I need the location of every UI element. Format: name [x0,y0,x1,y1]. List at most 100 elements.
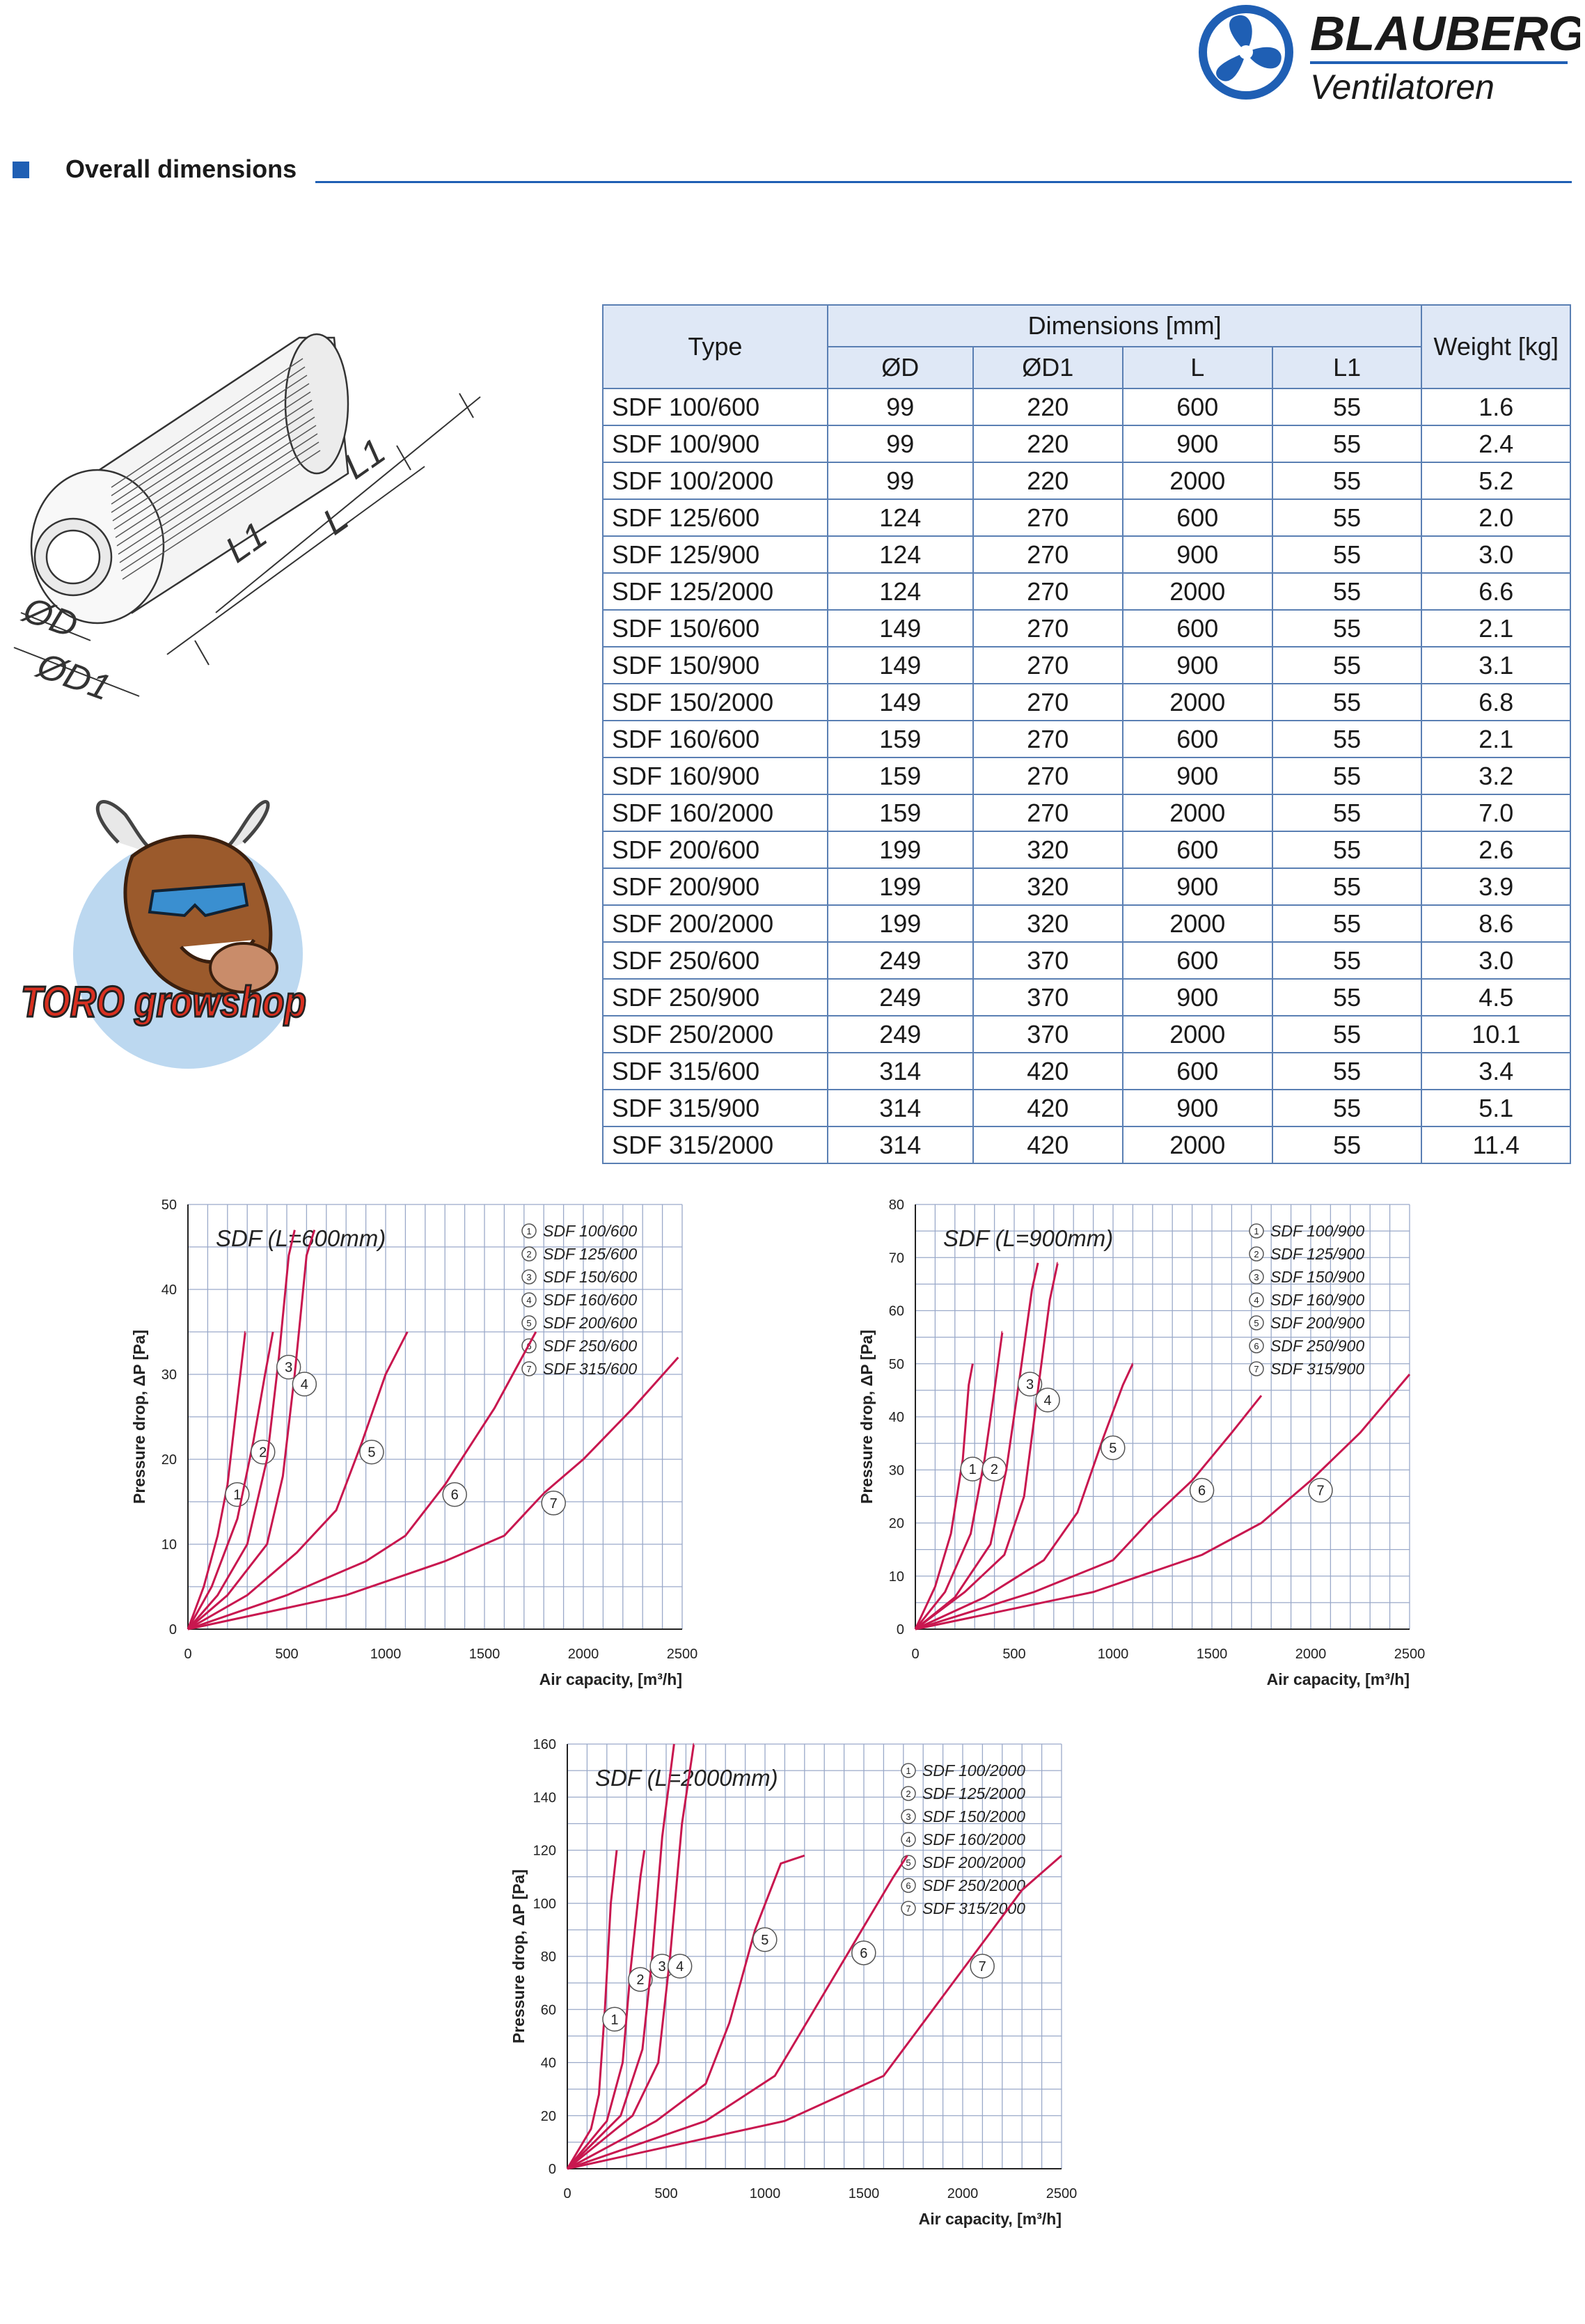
cell-l: 900 [1121,535,1273,574]
series-label: 2 [636,1972,644,1988]
table-row: SDF 315/900 314 420 900 55 5.1 [602,1089,1571,1127]
legend-entry: SDF 200/900 [1270,1314,1364,1332]
x-tick-label: 2500 [1394,1647,1426,1662]
cell-l1: 55 [1271,904,1423,943]
cell-l: 900 [1121,1089,1273,1127]
cell-weight: 3.1 [1421,646,1571,684]
series-line-6 [567,1855,908,2170]
cell-l1: 55 [1271,1015,1423,1053]
legend-marker [901,1878,916,1893]
series-line-6 [187,1331,537,1631]
cell-l1: 55 [1271,831,1423,869]
chart-sdf-900: 0 500 1000 1500 2000 2500 0 10 20 30 40 50 60 70 80 Air… [846,1191,1451,1713]
x-tick-label: 500 [654,2186,677,2201]
legend-entry: SDF 250/2000 [922,1876,1025,1894]
table-header-row: Type Dimensions [mm] Weight [kg] [602,304,1571,389]
y-tick-label: 120 [533,1844,556,1859]
cell-type: SDF 160/2000 [602,794,828,832]
table-row: SDF 315/2000 314 420 2000 55 11.4 [602,1126,1571,1164]
cell-weight: 2.6 [1421,831,1571,869]
legend-marker [1249,1361,1264,1376]
series-line-4 [915,1262,1059,1631]
header-dimensions: Dimensions [mm] [826,304,1423,347]
cell-weight: 11.4 [1421,1126,1571,1164]
series-line-5 [567,1854,805,2170]
table-row: SDF 125/600 124 270 600 55 2.0 [602,498,1571,537]
series-label: 1 [969,1462,977,1477]
legend-entry: SDF 250/900 [1270,1337,1364,1355]
series-label: 5 [761,1933,768,1948]
series-label: 6 [860,1946,867,1961]
cell-d1: 270 [972,794,1123,832]
legend-marker-number: 2 [1254,1249,1259,1259]
legend-entry: SDF 160/600 [543,1291,637,1309]
cell-type: SDF 200/600 [602,831,828,869]
x-tick-label: 2500 [667,1647,698,1662]
cell-l: 2000 [1121,1126,1273,1164]
series-label-circle [667,1954,693,1979]
legend-entry: SDF 150/900 [1270,1268,1364,1286]
series-line-3 [187,1230,296,1630]
cell-weight: 5.1 [1421,1089,1571,1127]
y-tick-label: 80 [889,1198,904,1213]
mascot-logo-text: TORO growshop [21,978,306,1026]
y-tick-label: 10 [889,1569,904,1585]
y-tick-label: 40 [541,2056,556,2071]
cell-type: SDF 125/600 [602,498,828,537]
cell-d1: 370 [972,941,1123,980]
series-line-1 [187,1331,246,1630]
series-label-circle [628,1967,653,1992]
series-line-5 [187,1331,409,1631]
series-label: 6 [451,1488,459,1503]
x-tick-label: 1000 [1098,1647,1129,1662]
y-tick-label: 60 [541,2002,556,2018]
table-row: SDF 200/600 199 320 600 55 2.6 [602,831,1571,869]
series-label-circle [292,1372,317,1397]
cell-l1: 55 [1271,720,1423,758]
cell-weight: 8.6 [1421,904,1571,943]
cell-d1: 270 [972,535,1123,574]
cell-weight: 6.8 [1421,683,1571,721]
cell-weight: 3.4 [1421,1052,1571,1090]
legend-marker [521,1292,537,1308]
brand-name: BLAUBERG [1310,6,1580,61]
y-tick-label: 20 [161,1452,177,1468]
cell-d: 149 [826,609,974,647]
cell-l: 600 [1121,498,1273,537]
legend-entry: SDF 100/2000 [922,1761,1025,1780]
cell-d: 159 [826,794,974,832]
header-d1: ØD1 [972,346,1123,389]
series-label: 5 [1109,1441,1117,1457]
table-row: SDF 100/600 99 220 600 55 1.6 [602,388,1571,426]
cell-weight: 4.5 [1421,978,1571,1016]
cell-type: SDF 315/2000 [602,1126,828,1164]
header-l1: L1 [1271,346,1423,389]
x-tick-label: 0 [184,1647,191,1662]
cell-l: 600 [1121,388,1273,426]
x-tick-label: 0 [563,2186,571,2201]
cell-l1: 55 [1271,941,1423,980]
chart-legend: 1 SDF 100/900 2 SDF 125/900 3 SDF 150/900 4 SDF… [1249,1222,1364,1378]
cell-d1: 320 [972,904,1123,943]
cell-type: SDF 150/2000 [602,683,828,721]
section-bullet [13,162,29,178]
series-line-2 [187,1331,274,1630]
legend-entry: SDF 150/600 [543,1268,637,1286]
y-tick-label: 30 [161,1367,177,1383]
chart-sdf-600: 0 500 1000 1500 2000 2500 0 10 20 30 40 50 Air capac… [118,1191,724,1713]
cell-d: 124 [826,572,974,611]
cell-type: SDF 160/600 [602,720,828,758]
y-tick-label: 80 [541,1949,556,1965]
series-label-circle [1189,1477,1215,1503]
table-row: SDF 150/900 149 270 900 55 3.1 [602,646,1571,684]
legend-marker [901,1809,916,1824]
series-line-5 [915,1363,1134,1631]
cell-l1: 55 [1271,757,1423,795]
series-label-circle [752,1927,778,1952]
legend-entry: SDF 100/900 [1270,1222,1364,1240]
legend-marker [901,1832,916,1847]
cell-l1: 55 [1271,683,1423,721]
cell-weight: 3.9 [1421,867,1571,906]
cell-l1: 55 [1271,572,1423,611]
legend-entry: SDF 150/2000 [922,1807,1025,1826]
